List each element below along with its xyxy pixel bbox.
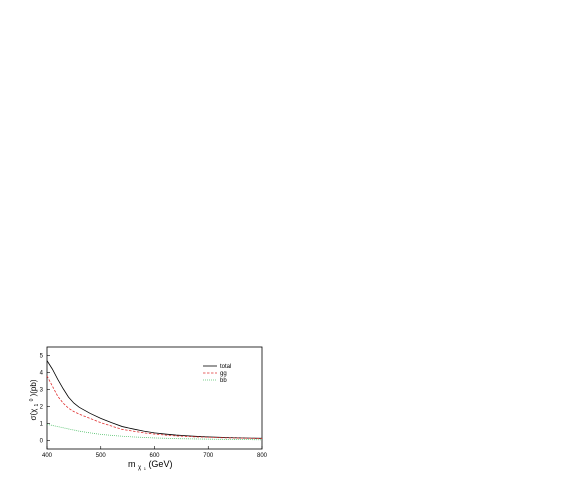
y-tick-label: 4 bbox=[40, 371, 44, 377]
y-tick-label: 0 bbox=[40, 439, 44, 445]
x-tick-label: 400 bbox=[42, 453, 53, 459]
legend-label-gg: gg bbox=[220, 371, 227, 377]
y-tick-label: 3 bbox=[40, 388, 44, 394]
y-axis-label-sup: 0 bbox=[29, 398, 35, 401]
x-axis-label: m χ 1 (GeV) bbox=[128, 459, 172, 472]
x-axis-label-sub2: 1 bbox=[144, 466, 147, 471]
x-tick-label: 600 bbox=[149, 453, 160, 459]
x-tick-label: 500 bbox=[96, 453, 107, 459]
x-axis-label-sub: χ bbox=[138, 465, 142, 471]
legend-label-total: total bbox=[220, 364, 231, 370]
y-axis-label-main: σ(χ bbox=[29, 408, 38, 421]
series-line-total bbox=[46, 360, 263, 439]
series-line-gg bbox=[46, 375, 263, 439]
y-tick-label: 2 bbox=[40, 405, 44, 411]
series-lines bbox=[46, 360, 263, 441]
axis-ticks: 400 500 600 700 800 0 1 2 3 4 5 bbox=[40, 354, 268, 460]
legend-label-bb: bb bbox=[220, 378, 227, 384]
x-axis-label-unit: (GeV) bbox=[148, 459, 172, 469]
y-tick-label: 1 bbox=[40, 422, 44, 428]
y-axis-label: σ(χ 1 0 )(pb) bbox=[26, 379, 40, 420]
y-axis-label-sub: 1 bbox=[34, 403, 40, 406]
x-tick-label: 800 bbox=[257, 453, 268, 459]
series-line-bb bbox=[46, 423, 263, 441]
y-tick-label: 5 bbox=[40, 354, 44, 360]
x-axis-label-main: m bbox=[128, 459, 136, 469]
x-tick-label: 700 bbox=[203, 453, 214, 459]
y-axis-label-unit: )(pb) bbox=[29, 379, 38, 396]
